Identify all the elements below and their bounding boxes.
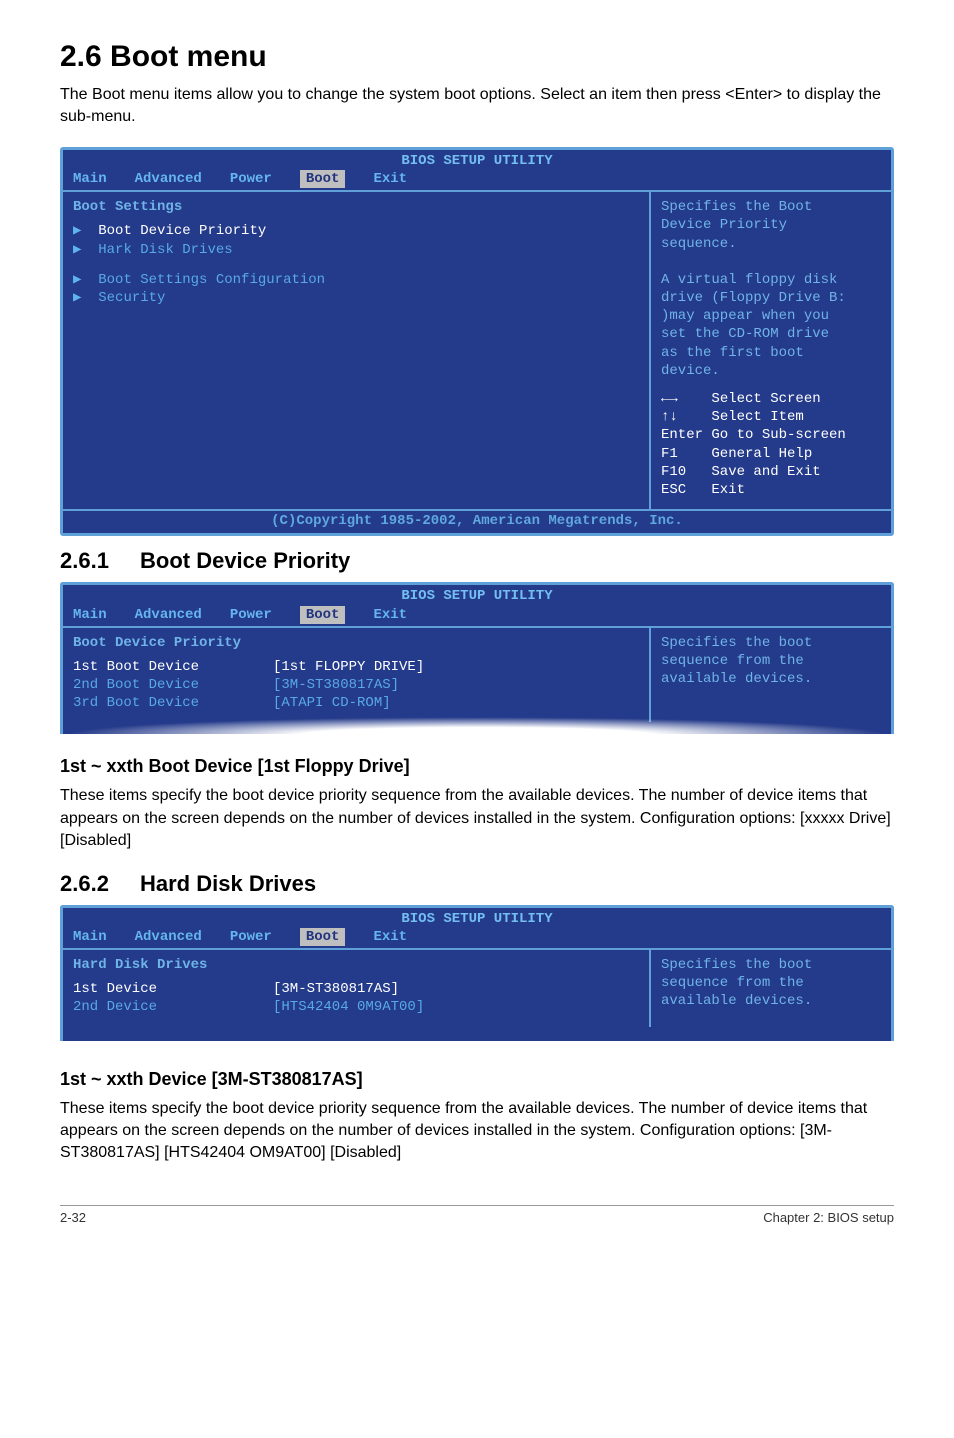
tab-boot[interactable]: Boot [300, 606, 346, 624]
menu-hark-disk-drives[interactable]: Hark Disk Drives [98, 242, 232, 258]
bios-tab-bar: Main Advanced Power Boot Exit [63, 170, 891, 190]
boot-device-priority-heading: Boot Device Priority [73, 634, 639, 652]
row-3rd-boot-label[interactable]: 3rd Boot Device [73, 695, 199, 711]
tab-exit[interactable]: Exit [373, 928, 407, 946]
bios-title: BIOS SETUP UTILITY [63, 908, 891, 928]
menu-boot-settings-config[interactable]: Boot Settings Configuration [98, 272, 325, 288]
bios-boot-device-priority: BIOS SETUP UTILITY Main Advanced Power B… [60, 582, 894, 734]
bios-hard-disk-drives: BIOS SETUP UTILITY Main Advanced Power B… [60, 905, 894, 1041]
tab-boot[interactable]: Boot [300, 170, 346, 188]
tab-exit[interactable]: Exit [373, 170, 407, 188]
footer-chapter: Chapter 2: BIOS setup [763, 1210, 894, 1225]
arrow-left-right-icon [661, 391, 678, 407]
row-2nd-device-value[interactable]: [HTS42404 0M9AT00] [273, 998, 424, 1016]
triangle-icon: ▶ [73, 242, 98, 258]
row-1st-device-value[interactable]: [3M-ST380817AS] [273, 980, 399, 998]
key-f10: F10 Save and Exit [661, 464, 821, 480]
arrow-up-down-icon [661, 409, 678, 425]
bios-tab-bar: Main Advanced Power Boot Exit [63, 928, 891, 948]
tab-advanced[interactable]: Advanced [135, 928, 202, 946]
bios-boot-settings: BIOS SETUP UTILITY Main Advanced Power B… [60, 147, 894, 537]
section-2-6-1-heading: 2.6.1Boot Device Priority [60, 548, 894, 574]
bios-title: BIOS SETUP UTILITY [63, 150, 891, 170]
help-text: Specifies the Boot Device Priority seque… [661, 198, 881, 380]
subsection-1st-device: 1st ~ xxth Device [3M-ST380817AS] [60, 1069, 894, 1090]
page-heading: 2.6 Boot menu [60, 40, 894, 74]
page-intro: The Boot menu items allow you to change … [60, 84, 894, 129]
row-1st-boot-label[interactable]: 1st Boot Device [73, 659, 199, 675]
menu-boot-device-priority[interactable]: Boot Device Priority [98, 223, 266, 239]
row-2nd-device-label[interactable]: 2nd Device [73, 999, 157, 1015]
key-select-screen: Select Screen [711, 391, 820, 407]
triangle-icon: ▶ [73, 290, 98, 306]
bios-title: BIOS SETUP UTILITY [63, 585, 891, 605]
row-2nd-boot-label[interactable]: 2nd Boot Device [73, 677, 199, 693]
key-select-item: Select Item [711, 409, 803, 425]
section-title: Hard Disk Drives [140, 871, 316, 896]
row-2nd-boot-value[interactable]: [3M-ST380817AS] [273, 676, 399, 694]
tab-power[interactable]: Power [230, 606, 272, 624]
triangle-icon: ▶ [73, 272, 98, 288]
tab-advanced[interactable]: Advanced [135, 606, 202, 624]
key-f1: F1 General Help [661, 446, 812, 462]
row-3rd-boot-value[interactable]: [ATAPI CD-ROM] [273, 694, 391, 712]
tab-power[interactable]: Power [230, 928, 272, 946]
tab-main[interactable]: Main [73, 928, 107, 946]
tab-exit[interactable]: Exit [373, 606, 407, 624]
row-1st-device-label[interactable]: 1st Device [73, 981, 157, 997]
tab-boot[interactable]: Boot [300, 928, 346, 946]
bios-tab-bar: Main Advanced Power Boot Exit [63, 606, 891, 626]
tab-main[interactable]: Main [73, 606, 107, 624]
bios-copyright: (C)Copyright 1985-2002, American Megatre… [63, 511, 891, 533]
subsection-1st-boot-desc: These items specify the boot device prio… [60, 785, 894, 852]
hard-disk-drives-heading: Hard Disk Drives [73, 956, 639, 974]
section-number: 2.6.1 [60, 548, 140, 574]
tab-advanced[interactable]: Advanced [135, 170, 202, 188]
triangle-icon: ▶ [73, 223, 98, 239]
boot-settings-heading: Boot Settings [73, 198, 639, 216]
subsection-1st-device-desc: These items specify the boot device prio… [60, 1098, 894, 1165]
tab-main[interactable]: Main [73, 170, 107, 188]
tab-power[interactable]: Power [230, 170, 272, 188]
key-esc: ESC Exit [661, 482, 745, 498]
section-2-6-2-heading: 2.6.2Hard Disk Drives [60, 871, 894, 897]
key-help: Select Screen Select Item Enter Go to Su… [661, 390, 881, 499]
section-number: 2.6.2 [60, 871, 140, 897]
subsection-1st-boot-device: 1st ~ xxth Boot Device [1st Floppy Drive… [60, 756, 894, 777]
footer-page-number: 2-32 [60, 1210, 86, 1225]
help-text: Specifies the boot sequence from the ava… [661, 956, 881, 1011]
menu-security[interactable]: Security [98, 290, 165, 306]
help-text: Specifies the boot sequence from the ava… [661, 634, 881, 689]
row-1st-boot-value[interactable]: [1st FLOPPY DRIVE] [273, 658, 424, 676]
page-footer: 2-32 Chapter 2: BIOS setup [60, 1205, 894, 1225]
key-enter: Enter Go to Sub-screen [661, 427, 846, 443]
section-title: Boot Device Priority [140, 548, 350, 573]
